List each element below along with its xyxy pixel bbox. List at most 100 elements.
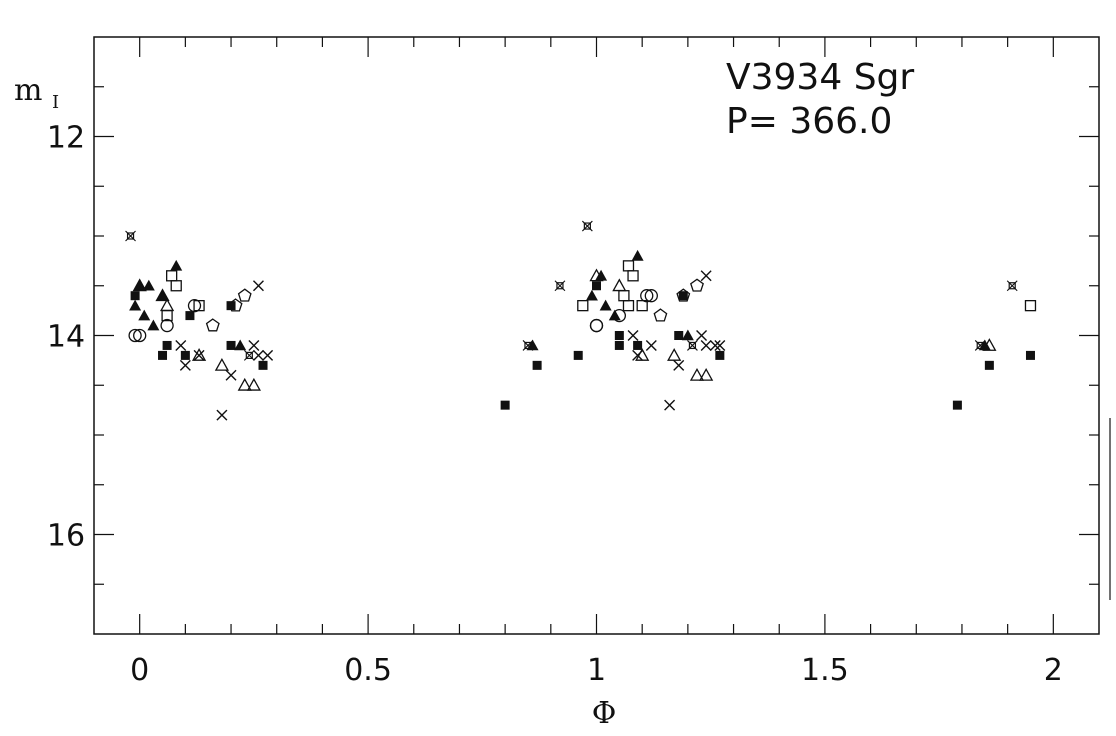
data-point-filled-triangle bbox=[147, 319, 160, 331]
data-point-cross bbox=[714, 339, 726, 351]
y-axis-label: m I bbox=[14, 73, 59, 113]
data-point-filled-triangle bbox=[599, 299, 612, 311]
x-tick-label: 2 bbox=[1044, 653, 1063, 688]
data-point-filled-square bbox=[226, 340, 236, 350]
data-point-filled-square bbox=[532, 360, 542, 370]
data-point-open-triangle bbox=[132, 278, 147, 292]
data-point-cross bbox=[632, 349, 644, 361]
data-point-filled-triangle bbox=[142, 279, 155, 291]
data-point-filled-square bbox=[614, 331, 624, 340]
x-tick-label: 0 bbox=[130, 653, 149, 688]
data-point-cross bbox=[709, 339, 721, 351]
data-point-open-circle bbox=[644, 289, 658, 303]
data-point-cross bbox=[627, 330, 639, 341]
data-point-open-circle bbox=[128, 328, 142, 343]
data-point-open-square bbox=[622, 299, 635, 312]
data-point-filled-square bbox=[674, 331, 684, 340]
data-point-filled-triangle bbox=[234, 339, 247, 351]
data-point-filled-square bbox=[162, 340, 172, 350]
data-point-filled-triangle bbox=[631, 249, 644, 261]
data-point-open-triangle bbox=[689, 367, 705, 381]
data-point-cross bbox=[700, 339, 712, 351]
data-point-filled-square bbox=[130, 291, 140, 301]
data-point-open-circle bbox=[612, 308, 626, 323]
data-point-open-triangle bbox=[155, 288, 170, 302]
x-axis-label: Φ bbox=[592, 696, 617, 731]
data-point-filled-square bbox=[984, 360, 994, 370]
data-point-open-star bbox=[1006, 280, 1018, 292]
data-point-filled-triangle bbox=[138, 309, 151, 321]
data-point-open-square bbox=[636, 299, 648, 312]
data-point-open-pentagon bbox=[228, 298, 243, 312]
data-point-filled-triangle bbox=[129, 299, 142, 311]
data-point-open-square bbox=[193, 299, 205, 312]
data-point-open-square bbox=[1024, 299, 1037, 312]
annotation-period: P= 366.0 bbox=[726, 101, 892, 142]
data-point-cross bbox=[262, 349, 274, 361]
data-point-filled-triangle bbox=[585, 289, 598, 301]
data-point-filled-square bbox=[633, 340, 643, 350]
x-tick-label: 0.5 bbox=[344, 653, 392, 688]
data-point-filled-square bbox=[614, 340, 624, 350]
data-point-open-triangle bbox=[667, 348, 682, 361]
data-point-open-circle bbox=[160, 318, 174, 333]
data-point-filled-square bbox=[258, 360, 268, 370]
data-point-filled-square bbox=[226, 301, 236, 311]
data-point-open-circle bbox=[133, 328, 147, 343]
data-point-open-star bbox=[581, 220, 593, 232]
data-point-filled-triangle bbox=[170, 259, 183, 271]
data-point-open-triangle bbox=[246, 377, 261, 391]
data-point-open-square bbox=[618, 290, 630, 302]
data-point-cross bbox=[700, 270, 712, 282]
data-point-open-star bbox=[974, 340, 986, 351]
data-point-open-circle bbox=[187, 298, 202, 313]
data-point-filled-square bbox=[500, 400, 510, 410]
data-point-open-pentagon bbox=[237, 288, 252, 302]
data-point-cross bbox=[225, 369, 237, 381]
x-tick-label: 1 bbox=[587, 653, 606, 688]
data-point-cross bbox=[664, 399, 676, 411]
data-point-open-pentagon bbox=[653, 308, 668, 322]
data-point-open-square bbox=[622, 260, 635, 272]
data-point-open-triangle bbox=[214, 358, 230, 371]
data-point-filled-triangle bbox=[156, 289, 169, 301]
data-point-open-star bbox=[554, 280, 566, 292]
data-point-cross bbox=[175, 339, 187, 351]
data-point-open-square bbox=[577, 299, 589, 312]
data-point-open-square bbox=[627, 270, 639, 282]
data-point-open-pentagon bbox=[690, 278, 704, 292]
data-point-filled-square bbox=[592, 281, 601, 291]
data-point-cross bbox=[696, 330, 708, 341]
y-axis-label-subscript: I bbox=[52, 92, 59, 113]
data-point-open-star bbox=[125, 230, 136, 242]
y-tick-label: 16 bbox=[47, 519, 85, 554]
data-point-filled-square bbox=[180, 350, 190, 360]
data-point-open-triangle bbox=[237, 377, 252, 391]
data-point-open-pentagon bbox=[676, 288, 691, 302]
y-tick-label: 14 bbox=[47, 320, 85, 355]
data-point-filled-square bbox=[1025, 350, 1035, 360]
data-point-open-triangle bbox=[612, 278, 627, 292]
data-point-open-star bbox=[687, 340, 698, 351]
data-point-open-star bbox=[522, 340, 534, 351]
data-point-cross bbox=[179, 359, 191, 371]
data-point-cross bbox=[193, 349, 205, 361]
annotation-star-name: V3934 Sgr bbox=[726, 57, 914, 98]
data-point-filled-triangle bbox=[133, 279, 146, 291]
data-point-filled-triangle bbox=[681, 329, 694, 341]
data-point-filled-square bbox=[715, 350, 725, 360]
data-point-filled-square bbox=[678, 291, 688, 301]
data-point-filled-square bbox=[573, 350, 583, 360]
y-axis-label-main: m bbox=[14, 73, 42, 108]
data-point-open-triangle bbox=[159, 298, 175, 312]
data-point-open-circle bbox=[589, 318, 604, 333]
data-point-cross bbox=[252, 349, 264, 361]
data-point-cross bbox=[673, 359, 685, 371]
data-point-open-triangle bbox=[982, 338, 997, 351]
x-tick-label: 1.5 bbox=[801, 653, 849, 688]
data-point-open-triangle bbox=[699, 367, 714, 381]
data-point-filled-square bbox=[952, 400, 962, 410]
data-point-cross bbox=[645, 339, 657, 351]
data-point-open-circle bbox=[640, 289, 654, 303]
